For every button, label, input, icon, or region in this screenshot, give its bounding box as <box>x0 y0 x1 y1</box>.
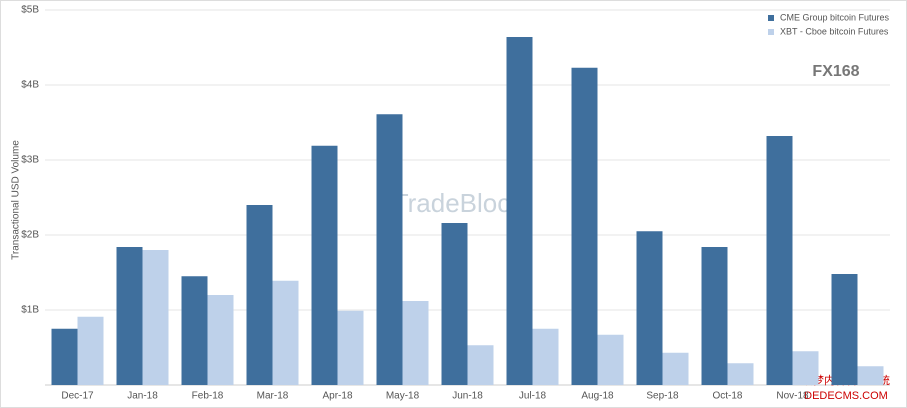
bar <box>77 316 104 385</box>
bar <box>207 295 234 385</box>
y-tick-label: $5B <box>21 5 39 16</box>
watermark: FX168 <box>812 63 859 80</box>
x-tick-label: Nov-18 <box>776 391 809 402</box>
bar <box>532 328 559 385</box>
x-tick-label: Jun-18 <box>452 391 483 402</box>
x-tick-label: Oct-18 <box>712 391 742 402</box>
y-tick-label: $2B <box>21 230 39 241</box>
legend-swatch <box>768 15 774 21</box>
bar <box>571 67 598 385</box>
bar <box>51 328 78 385</box>
bar <box>402 301 429 385</box>
bar <box>766 136 793 385</box>
bar <box>727 363 754 385</box>
x-tick-label: Apr-18 <box>322 391 352 402</box>
bar <box>857 366 884 385</box>
x-tick-label: Jan-18 <box>127 391 158 402</box>
bar <box>792 351 819 385</box>
x-tick-label: Sep-18 <box>646 391 679 402</box>
legend-label: XBT - Cboe bitcoin Futures <box>780 26 889 36</box>
bar <box>597 334 624 385</box>
bar <box>142 250 169 385</box>
bar <box>181 276 208 385</box>
bar <box>376 114 403 385</box>
bar <box>311 145 338 385</box>
legend-swatch <box>768 29 774 35</box>
x-tick-label: Aug-18 <box>581 391 614 402</box>
bar <box>662 352 689 385</box>
y-tick-label: $3B <box>21 155 39 166</box>
watermark: TradeBlock <box>393 188 525 218</box>
bar <box>506 37 533 385</box>
y-tick-label: $4B <box>21 80 39 91</box>
bar <box>272 280 299 385</box>
bar <box>636 231 663 385</box>
bar <box>441 223 468 385</box>
watermark: DEDECMS.COM <box>804 390 888 402</box>
x-tick-label: Mar-18 <box>257 391 289 402</box>
bar <box>116 247 143 385</box>
y-tick-label: $1B <box>21 305 39 316</box>
bar <box>831 274 858 385</box>
bar <box>337 310 364 385</box>
x-tick-label: Feb-18 <box>192 391 224 402</box>
x-tick-label: Jul-18 <box>519 391 547 402</box>
legend-label: CME Group bitcoin Futures <box>780 12 890 22</box>
y-axis-label: Transactional USD Volume <box>11 140 22 260</box>
bar <box>701 247 728 385</box>
bar <box>467 345 494 385</box>
x-tick-label: May-18 <box>386 391 420 402</box>
x-tick-label: Dec-17 <box>61 391 94 402</box>
bar <box>246 205 273 385</box>
